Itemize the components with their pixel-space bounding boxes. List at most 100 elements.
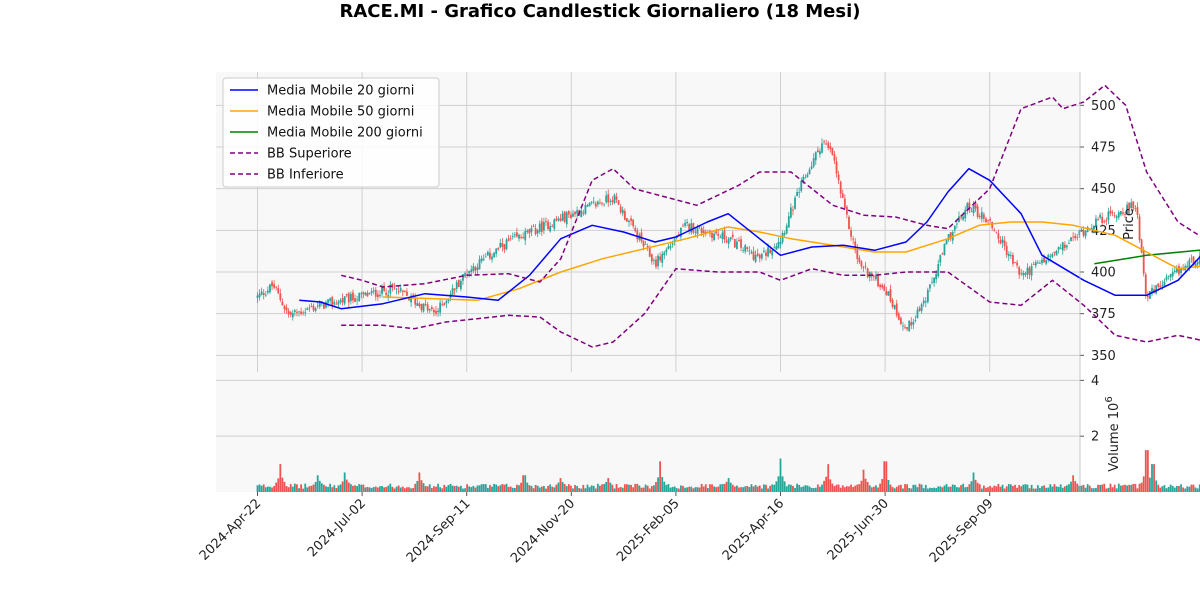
volume-bar <box>468 486 471 492</box>
candle-body <box>987 220 989 222</box>
candle-body <box>729 237 732 240</box>
volume-bar <box>401 486 404 492</box>
volume-bar <box>617 487 620 492</box>
volume-bar <box>709 484 711 492</box>
candle-body <box>933 277 935 283</box>
candle-body <box>1009 254 1012 256</box>
candle-body <box>796 192 799 196</box>
volume-bar <box>557 482 560 492</box>
volume-axis-label-text: Volume <box>1107 423 1122 471</box>
candle-body <box>964 209 967 219</box>
volume-bar <box>285 486 288 492</box>
candle-body <box>428 308 431 311</box>
volume-bar <box>860 480 863 492</box>
volume-bar <box>480 484 483 492</box>
ma20-line <box>299 167 1200 310</box>
volume-bar <box>323 484 325 492</box>
volume-bar <box>547 485 549 492</box>
candle-body <box>1198 255 1200 264</box>
candle-body <box>856 248 859 259</box>
candle-body <box>985 218 987 223</box>
volume-bar <box>474 487 477 492</box>
volume-bar <box>1105 488 1108 492</box>
volume-bar <box>1111 487 1114 492</box>
candle-body <box>503 244 506 250</box>
volume-bar <box>692 488 695 492</box>
candle-body <box>445 301 448 304</box>
candle-body <box>1080 230 1083 232</box>
candle-body <box>875 275 877 280</box>
volume-bar <box>1142 476 1145 492</box>
volume-bar <box>881 479 884 492</box>
candle-body <box>588 202 591 207</box>
candle-body <box>329 298 332 301</box>
volume-bar <box>968 484 971 492</box>
volume-bar <box>960 485 962 492</box>
volume-bar <box>391 486 394 492</box>
candle-body <box>758 254 761 259</box>
volume-bar <box>399 487 402 492</box>
volume-bar <box>1163 485 1166 492</box>
candle-body <box>1136 207 1139 216</box>
volume-bar <box>999 486 1002 492</box>
volume-bar <box>1007 484 1010 492</box>
volume-bar <box>848 486 850 492</box>
candle-body <box>966 203 969 210</box>
volume-bar <box>449 483 452 492</box>
candle-body <box>1074 235 1077 239</box>
volume-bar <box>893 488 896 492</box>
volume-bar <box>1180 484 1182 492</box>
candle-body <box>1097 219 1099 220</box>
candle-body <box>1132 201 1135 209</box>
volume-bar <box>258 484 261 492</box>
candle-body <box>860 261 863 267</box>
candle-body <box>511 236 514 238</box>
volume-bar <box>1161 486 1164 492</box>
candle-body <box>283 305 286 310</box>
volume-bar <box>628 484 630 492</box>
volume-bar <box>459 485 462 492</box>
volume-bar <box>383 487 385 492</box>
volume-bar <box>1070 481 1072 492</box>
candle-body <box>949 232 952 239</box>
candle-body <box>532 225 535 227</box>
volume-bar <box>945 484 948 492</box>
candle-body <box>393 287 396 289</box>
candle-body <box>549 226 552 232</box>
volume-bar <box>343 472 346 492</box>
volume-bar <box>1074 481 1077 492</box>
candle-body <box>792 209 794 211</box>
candle-body <box>970 211 973 213</box>
candle-body <box>291 312 294 318</box>
candle-body <box>671 243 674 245</box>
volume-bar <box>368 487 371 492</box>
candle-body <box>1142 251 1145 274</box>
volume-bar <box>1097 484 1099 492</box>
volume-bar <box>1095 487 1097 492</box>
volume-bar <box>1068 484 1070 492</box>
candle-body <box>594 203 597 207</box>
volume-bar <box>800 487 803 492</box>
candle-body <box>850 230 852 237</box>
legend-label: BB Superiore <box>267 147 352 162</box>
candle-body <box>748 250 751 252</box>
volume-bar <box>439 487 442 492</box>
volume-bar <box>582 484 585 492</box>
candle-body <box>738 240 740 242</box>
candle-body <box>383 285 385 291</box>
volume-bar <box>615 484 618 492</box>
candle-body <box>1109 210 1112 214</box>
candle-body <box>1173 270 1176 273</box>
volume-bar <box>856 484 859 492</box>
y-tick-label: 500 <box>1091 99 1116 114</box>
candle-body <box>821 143 823 153</box>
volume-bar <box>1076 483 1079 492</box>
volume-bar <box>827 464 830 492</box>
volume-bar <box>345 479 348 492</box>
candle-body <box>858 257 861 263</box>
candle-body <box>1055 250 1058 256</box>
volume-bar <box>696 487 699 492</box>
volume-bar <box>951 484 954 492</box>
volume-bar <box>746 485 749 492</box>
candle-body <box>1084 230 1087 237</box>
